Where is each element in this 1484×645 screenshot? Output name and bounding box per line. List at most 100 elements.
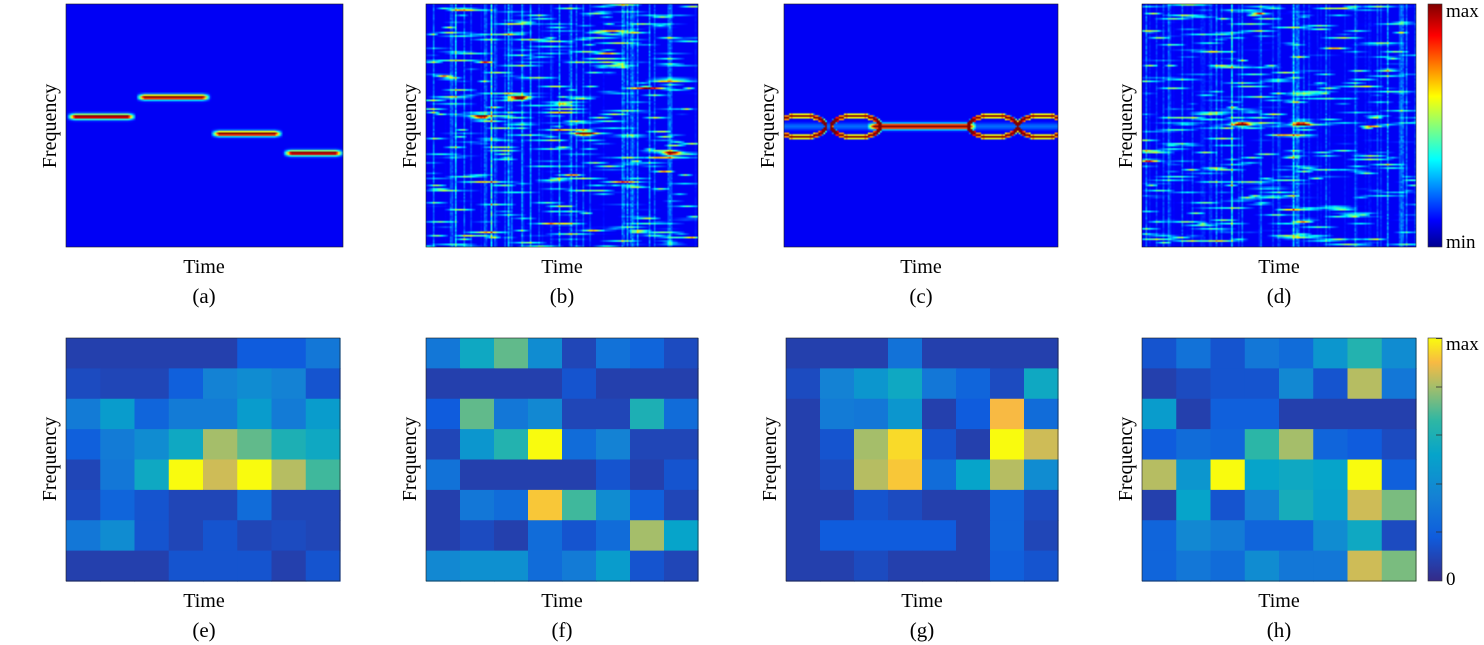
heatmap-cell	[956, 429, 991, 461]
x-axis-label: Time	[1258, 256, 1300, 278]
heatmap-cell	[1279, 368, 1314, 400]
heatmap-cell	[562, 398, 597, 430]
plot-frame	[425, 3, 699, 248]
x-axis-label: Time	[901, 590, 943, 612]
heatmap-cell	[596, 398, 631, 430]
heatmap-cell	[1313, 429, 1349, 461]
heatmap-cell	[1210, 520, 1246, 552]
heatmap-cell	[956, 338, 991, 369]
heatmap-cell	[1024, 429, 1059, 461]
heatmap-cell	[528, 429, 563, 461]
heatmap-cell	[1210, 368, 1246, 400]
heatmap-cell	[168, 459, 204, 491]
heatmap-cell	[1313, 459, 1349, 491]
heatmap-cell	[1347, 429, 1383, 461]
heatmap-cell	[922, 550, 957, 582]
panel-label: (h)	[1267, 618, 1292, 642]
heatmap-cell	[237, 338, 273, 369]
heatmap-cell	[922, 368, 957, 400]
heatmap-cell	[168, 489, 204, 521]
heatmap-cell	[1024, 550, 1059, 582]
colorbar-max-label: max	[1446, 334, 1479, 355]
heatmap-cell	[1313, 338, 1349, 369]
heatmap-cell	[134, 520, 170, 552]
colorbar-min-label: min	[1446, 232, 1476, 253]
heatmap-cell	[1176, 338, 1212, 369]
heatmap-cell	[786, 520, 821, 552]
heatmap-cell	[168, 429, 204, 461]
heatmap-cell	[203, 489, 238, 521]
heatmap-cell	[271, 489, 307, 521]
heatmap-cell	[1313, 550, 1349, 582]
heatmap-cell	[562, 338, 597, 369]
heatmap-cell	[66, 459, 101, 491]
heatmap-cell	[1313, 398, 1349, 430]
heatmap-cell	[494, 398, 529, 430]
heatmap-cell	[1381, 489, 1417, 521]
heatmap-cell	[237, 429, 273, 461]
heatmap-cell	[664, 459, 699, 491]
heatmap-cell	[990, 489, 1025, 521]
heatmap-cell	[1024, 520, 1059, 552]
heatmap-cell	[596, 429, 631, 461]
heatmap-cell	[494, 459, 529, 491]
heatmap-cell	[1381, 338, 1417, 369]
heatmap-cell	[305, 459, 341, 491]
panel-label: (c)	[909, 284, 932, 308]
heatmap-cell	[854, 368, 889, 400]
heatmap-cell	[271, 459, 307, 491]
heatmap-cell	[528, 398, 563, 430]
heatmap-cell	[100, 459, 136, 491]
heatmap-cell	[922, 398, 957, 430]
heatmap-cell	[168, 550, 204, 582]
heatmap-cell	[1279, 520, 1314, 552]
heatmap-cell	[786, 550, 821, 582]
heatmap-e	[66, 338, 341, 582]
heatmap-cell	[134, 368, 170, 400]
panel-label: (g)	[910, 618, 935, 642]
heatmap-cell	[596, 550, 631, 582]
heatmap-cell	[1210, 459, 1246, 491]
heatmap-cell	[100, 520, 136, 552]
heatmap-cell	[596, 338, 631, 369]
heatmap-cell	[664, 520, 699, 552]
heatmap-cell	[237, 489, 273, 521]
panel-label: (a)	[192, 284, 215, 308]
heatmap-cell	[203, 429, 238, 461]
heatmap-cell	[1279, 550, 1314, 582]
heatmap-cell	[1347, 338, 1383, 369]
plot-frame	[785, 337, 1059, 582]
heatmap-cell	[630, 459, 665, 491]
heatmap-cell	[100, 338, 136, 369]
heatmap-cell	[1142, 489, 1177, 521]
heatmap-cell	[271, 368, 307, 400]
heatmap-cell	[562, 520, 597, 552]
heatmap-cell	[1313, 520, 1349, 552]
heatmap-cell	[494, 489, 529, 521]
heatmap-cell	[664, 398, 699, 430]
heatmap-cell	[786, 398, 821, 430]
heatmap-cell	[1313, 489, 1349, 521]
heatmap-cell	[854, 459, 889, 491]
heatmap-cell	[1142, 550, 1177, 582]
heatmap-cell	[630, 520, 665, 552]
panel-g: Frequency Time (g)	[759, 337, 1059, 642]
heatmap-cell	[786, 489, 821, 521]
heatmap-cell	[630, 338, 665, 369]
heatmap-cell	[1347, 459, 1383, 491]
heatmap-cell	[820, 489, 855, 521]
panel-e: Frequency Time (e)	[39, 337, 341, 642]
heatmap-cell	[271, 338, 307, 369]
heatmap-cell	[1279, 398, 1314, 430]
heatmap-cell	[956, 520, 991, 552]
heatmap-cell	[271, 429, 307, 461]
heatmap-cell	[1176, 520, 1212, 552]
heatmap-cell	[1381, 459, 1417, 491]
heatmap-cell	[1142, 429, 1177, 461]
heatmap-cell	[305, 489, 341, 521]
heatmap-cell	[1142, 368, 1177, 400]
heatmap-cell	[494, 368, 529, 400]
heatmap-cell	[786, 429, 821, 461]
heatmap-cell	[990, 368, 1025, 400]
heatmap-cell	[1244, 338, 1280, 369]
